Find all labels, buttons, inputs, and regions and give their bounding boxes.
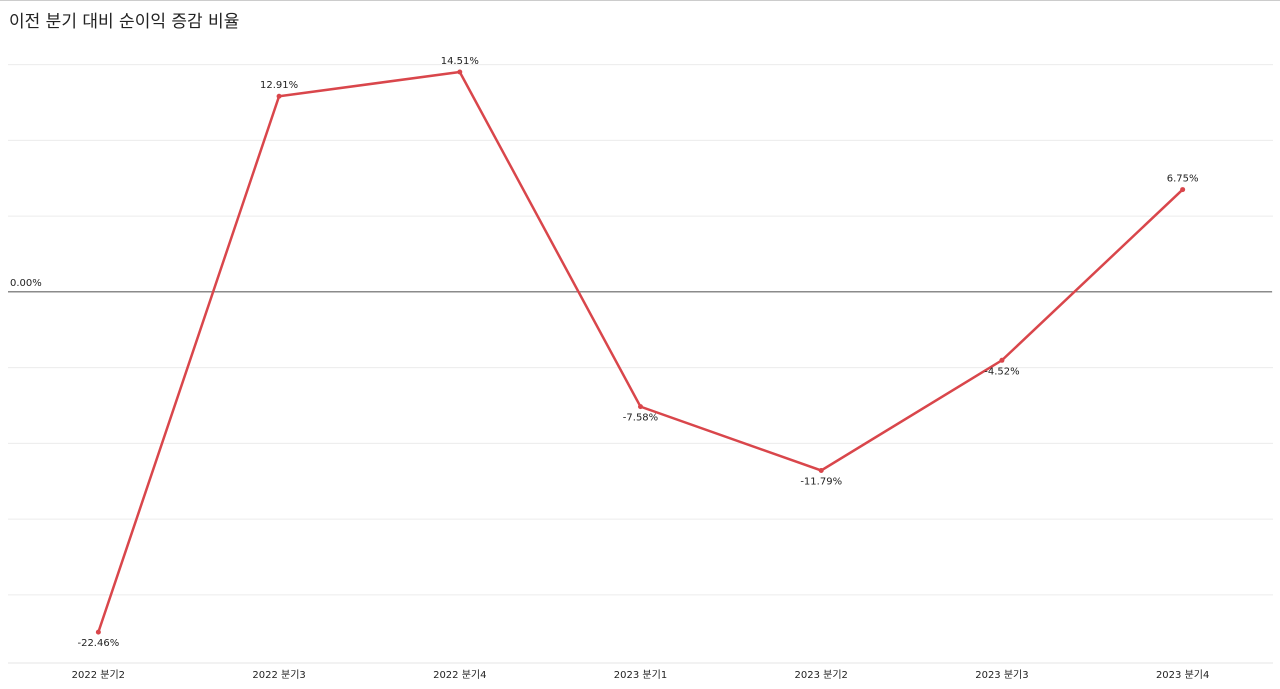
data-label: -7.58% (623, 413, 658, 424)
data-label: 12.91% (260, 80, 298, 91)
data-label: -11.79% (800, 476, 842, 487)
data-label: -4.52% (984, 366, 1019, 377)
x-tick-label: 2023 분기2 (795, 669, 848, 681)
x-tick-label: 2022 분기3 (252, 669, 305, 681)
data-label: 6.75% (1167, 174, 1199, 185)
point (95, 629, 101, 635)
line (97, 70, 1184, 633)
point (1180, 187, 1186, 193)
point (457, 69, 463, 75)
x-tick-label: 2022 분기4 (433, 669, 486, 681)
point (818, 467, 824, 473)
reference-label: 0.00% (10, 278, 42, 289)
data-label: 14.51% (441, 56, 479, 67)
data-label: -22.46% (77, 638, 119, 649)
x-tick-label: 2023 분기1 (614, 669, 667, 681)
point (276, 93, 282, 99)
point (638, 404, 643, 410)
chart-title: 이전 분기 대비 순이익 증감 비율 (9, 12, 239, 32)
point (999, 357, 1005, 363)
x-tick-label: 2023 분기3 (975, 669, 1028, 681)
x-tick-label: 2022 분기2 (72, 669, 125, 681)
x-tick-label: 2023 분기4 (1156, 669, 1209, 681)
